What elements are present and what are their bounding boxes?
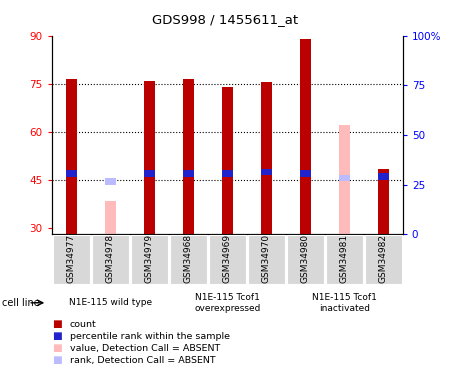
Text: cell line: cell line [2,298,40,308]
Bar [66,170,77,177]
Text: N1E-115 Tcof1
overexpressed: N1E-115 Tcof1 overexpressed [194,293,261,313]
Text: GSM34981: GSM34981 [340,234,349,283]
Bar [183,170,194,177]
Text: N1E-115 Tcof1
inactivated: N1E-115 Tcof1 inactivated [312,293,377,313]
Text: percentile rank within the sample: percentile rank within the sample [70,332,230,341]
FancyBboxPatch shape [248,236,285,284]
Text: GSM34968: GSM34968 [184,234,193,283]
Bar [105,178,116,185]
Text: N1E-115 wild type: N1E-115 wild type [69,298,152,307]
Text: GSM34977: GSM34977 [67,234,76,283]
Text: count: count [70,320,96,329]
Text: rank, Detection Call = ABSENT: rank, Detection Call = ABSENT [70,356,216,365]
Bar [222,87,233,234]
FancyBboxPatch shape [170,236,207,284]
FancyBboxPatch shape [91,236,129,284]
FancyBboxPatch shape [364,236,402,284]
Text: GSM34980: GSM34980 [301,234,310,283]
Bar [222,170,233,177]
Bar [378,174,389,180]
Bar [261,169,272,175]
FancyBboxPatch shape [53,236,90,284]
Text: ■: ■ [52,332,62,341]
Bar [378,169,389,234]
FancyBboxPatch shape [208,236,246,284]
Text: ■: ■ [52,344,62,353]
Text: GSM34982: GSM34982 [379,234,388,283]
FancyBboxPatch shape [130,236,168,284]
FancyBboxPatch shape [325,236,363,284]
FancyBboxPatch shape [287,236,324,284]
Text: GSM34979: GSM34979 [145,234,154,283]
Text: GSM34969: GSM34969 [223,234,232,283]
Text: value, Detection Call = ABSENT: value, Detection Call = ABSENT [70,344,220,353]
Bar [300,39,310,234]
Bar [339,175,350,181]
Bar [183,79,194,234]
Bar [105,201,116,234]
Bar [144,170,155,177]
Bar [144,81,155,234]
Text: ■: ■ [52,320,62,329]
Bar [300,170,310,177]
Text: GSM34970: GSM34970 [262,234,271,283]
Bar [339,125,350,234]
Text: GSM34978: GSM34978 [106,234,115,283]
Bar [66,79,77,234]
Bar [261,82,272,234]
Text: GDS998 / 1455611_at: GDS998 / 1455611_at [152,13,298,26]
Text: ■: ■ [52,356,62,365]
